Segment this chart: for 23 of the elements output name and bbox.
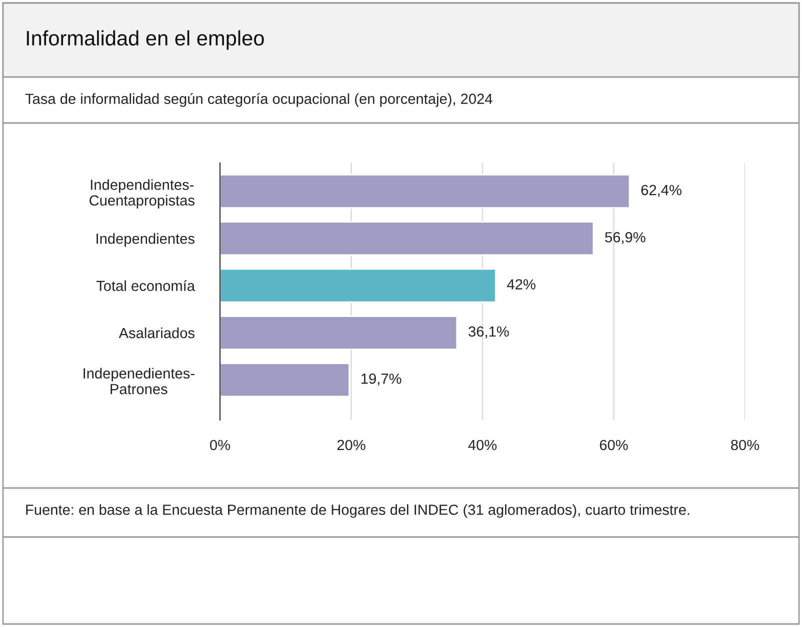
x-tick-label: 80% [731,440,760,450]
bar [220,316,458,350]
y-tick-label: Independientes [96,233,194,247]
data-label: 19,7% [362,374,402,386]
data-label: 42% [507,279,536,290]
x-tick-label: 60% [600,440,628,450]
bar [220,221,594,256]
bar [220,268,496,303]
x-tick-label: 40% [468,440,497,450]
y-tick-label: Total economía [96,280,196,292]
data-label: 62,4% [641,184,682,197]
chart-title: Informalidad en el empleo [26,30,264,50]
y-tick-label: Indepenedientes- Patrones [84,368,194,394]
data-label: 56,9% [605,232,646,244]
bar [220,174,630,208]
chart-subtitle: Tasa de informalidad según categoría ocupacional (en porcentaje), 2024 [25,93,492,107]
y-tick-label: Independientes- Cuentapropistas [90,179,194,209]
bar [220,362,350,398]
source-note: Fuente: en base a la Encuesta Permanente de Hogares del INDEC (31 aglomerados), cuarto trimestre. [26,504,690,518]
data-label: 36,1% [468,326,509,338]
x-tick-label: 0% [210,440,230,450]
y-tick-label: Asalariados [118,327,194,338]
x-tick-label: 20% [337,440,366,450]
